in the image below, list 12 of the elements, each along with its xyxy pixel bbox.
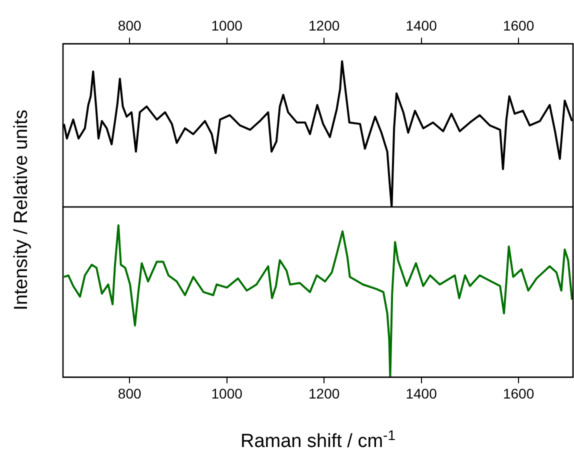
x-tick-label: 1200 xyxy=(308,385,340,402)
x-tick-label: 1000 xyxy=(211,385,243,402)
x-tick-label: 1600 xyxy=(502,385,534,402)
x-tick-label: 800 xyxy=(118,385,142,402)
y-axis-title: Intensity / Relative units xyxy=(11,110,33,310)
x-tick-label: 1400 xyxy=(406,17,438,34)
x-tick-label: 1200 xyxy=(308,17,340,34)
x-axis-title: Raman shift / cm$^{-1}$ xyxy=(240,426,396,454)
x-tick-label: 1400 xyxy=(406,385,438,402)
x-tick-label: 1600 xyxy=(502,17,534,34)
x-tick-label: 1000 xyxy=(211,17,243,34)
x-tick-label: 800 xyxy=(118,17,142,34)
